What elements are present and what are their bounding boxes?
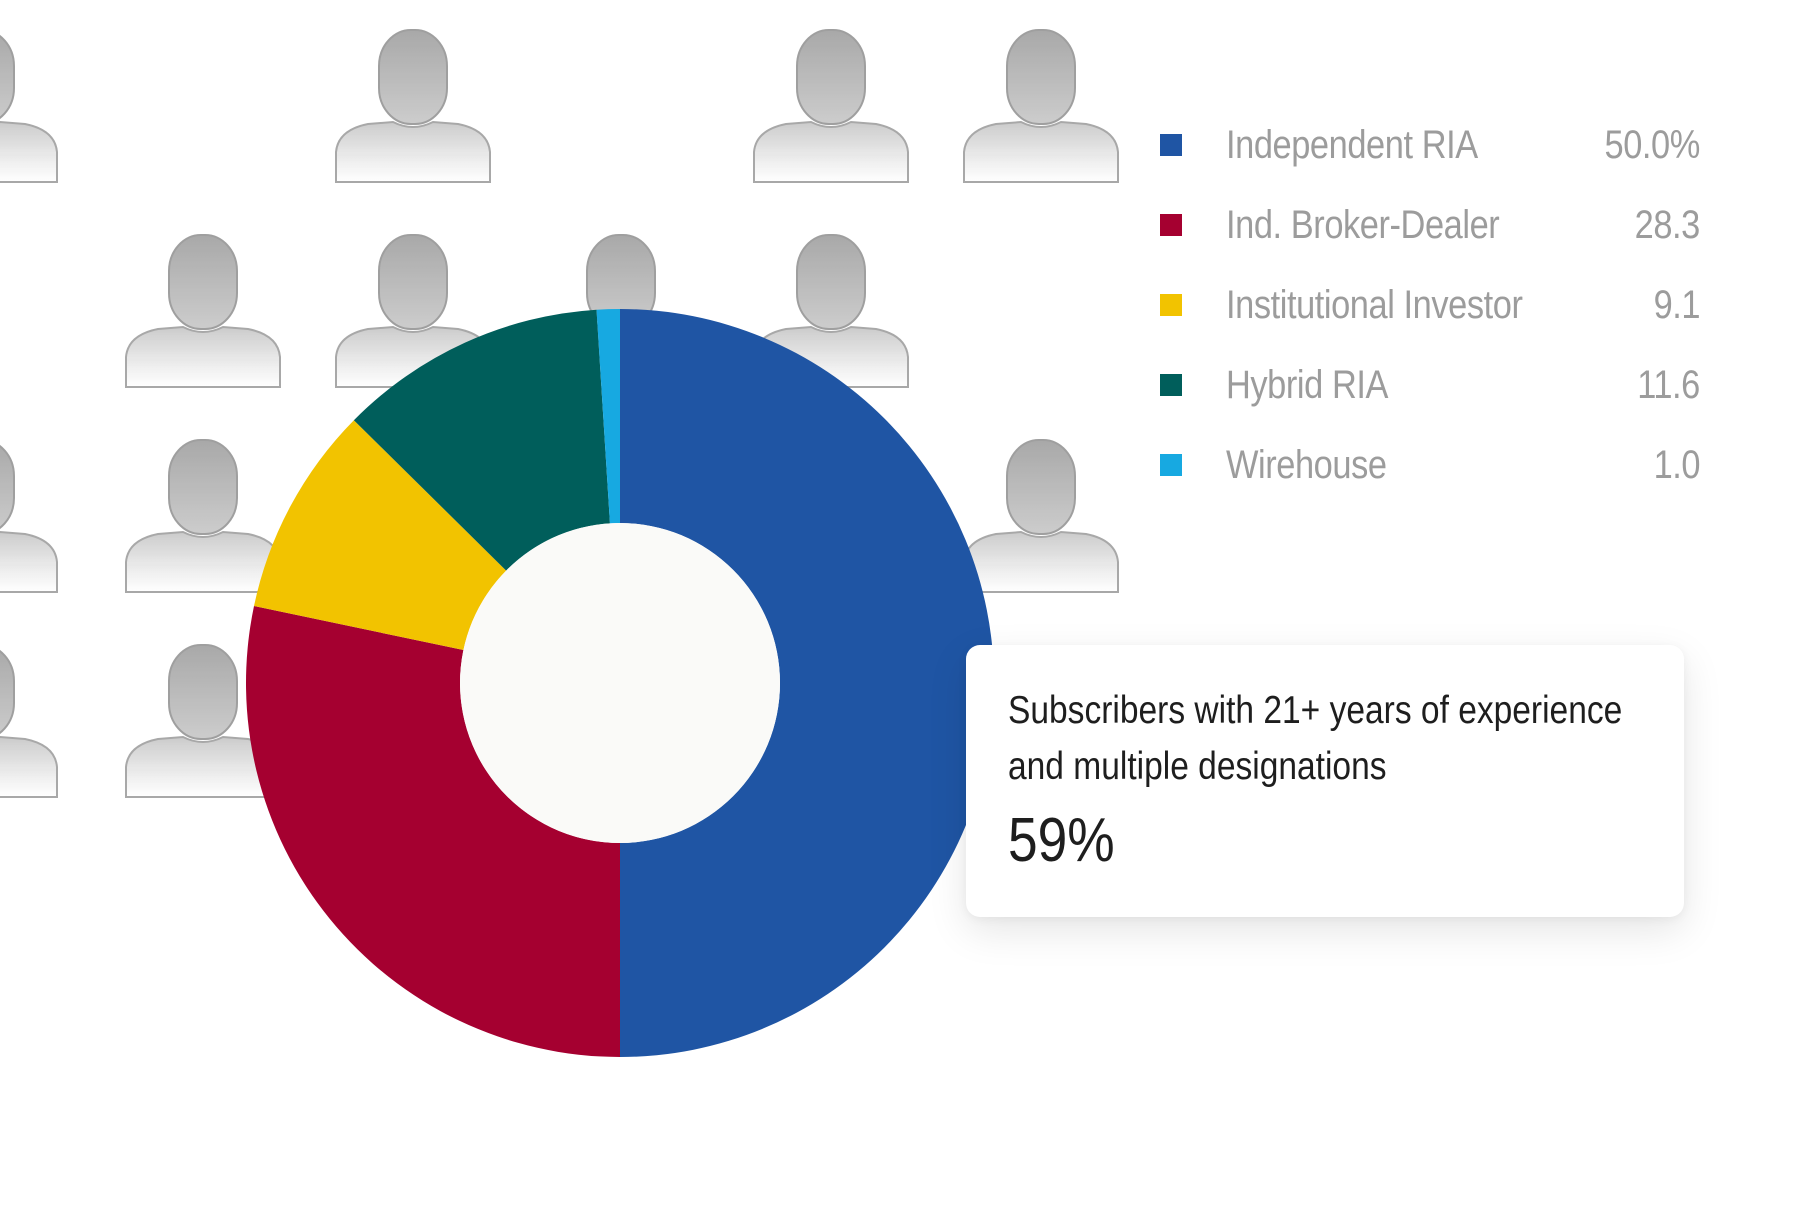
person-silhouette-icon: [0, 649, 58, 798]
legend-label: Independent RIA: [1226, 122, 1478, 167]
legend-label: Wirehouse: [1226, 442, 1387, 487]
person-silhouette-icon: [125, 644, 281, 798]
donut-slice-independent-ria: [620, 309, 994, 1057]
donut-center-hole: [460, 523, 780, 843]
callout-percentage: 59%: [1008, 806, 1115, 875]
legend-value: 9.1: [1653, 282, 1700, 327]
legend-value: 11.6: [1637, 362, 1700, 407]
person-silhouette-icon: [753, 29, 909, 183]
donut-slice-hybrid-ria: [353, 309, 610, 571]
donut-slice-ind-broker-dealer: [245, 606, 620, 1057]
donut-slice-wirehouse: [596, 309, 620, 524]
person-silhouette-icon: [125, 439, 281, 593]
legend-item: Institutional Investor 9.1: [1160, 265, 1700, 345]
legend-label: Ind. Broker-Dealer: [1226, 202, 1500, 247]
stat-callout-card: Subscribers with 21+ years of experience…: [966, 645, 1684, 917]
legend-item: Independent RIA 50.0%: [1160, 105, 1700, 185]
legend-item: Ind. Broker-Dealer 28.3: [1160, 185, 1700, 265]
person-silhouette-icon: [0, 444, 58, 593]
person-silhouette-icon: [963, 29, 1119, 183]
person-silhouette-icon: [125, 234, 281, 388]
legend-item: Hybrid RIA 11.6: [1160, 345, 1700, 425]
legend-swatch: [1160, 214, 1182, 236]
chart-legend: Independent RIA 50.0% Ind. Broker-Dealer 28…: [1160, 105, 1700, 505]
donut-slice-institutional-investor: [254, 420, 507, 651]
legend-value: 50.0%: [1604, 122, 1701, 167]
legend-swatch: [1160, 454, 1182, 476]
legend-value: 28.3: [1634, 202, 1701, 247]
legend-item: Wirehouse 1.0: [1160, 425, 1700, 505]
legend-value: 1.0: [1653, 442, 1700, 487]
legend-swatch: [1160, 134, 1182, 156]
person-silhouette-icon: [963, 439, 1119, 593]
legend-swatch: [1160, 374, 1182, 396]
person-silhouette-icon: [0, 34, 58, 183]
legend-label: Institutional Investor: [1226, 282, 1523, 327]
callout-description: Subscribers with 21+ years of experience…: [1008, 689, 1623, 788]
person-silhouette-icon: [335, 29, 491, 183]
legend-swatch: [1160, 294, 1182, 316]
legend-label: Hybrid RIA: [1226, 362, 1389, 407]
